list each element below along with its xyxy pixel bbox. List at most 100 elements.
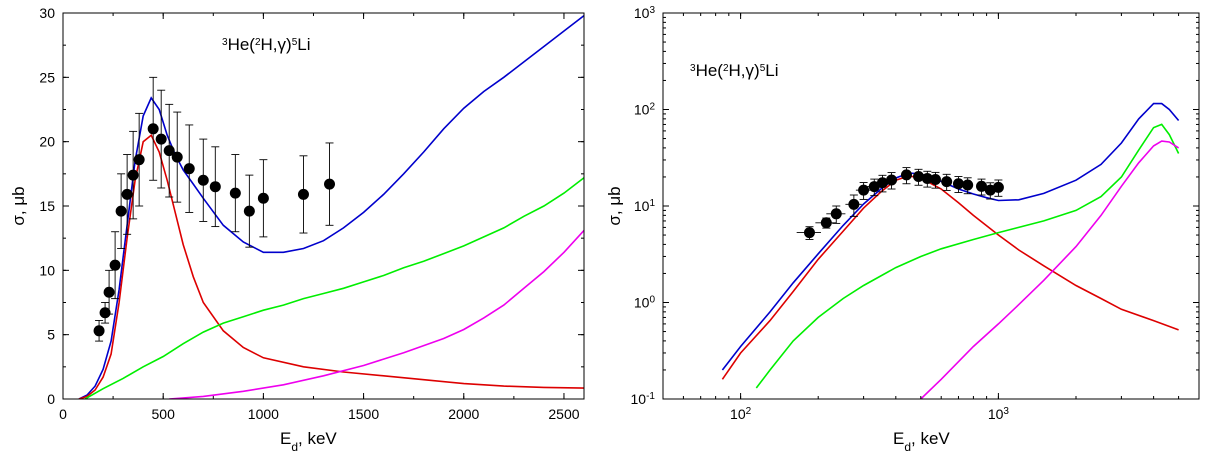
data-point <box>163 103 175 198</box>
log-scale-panel: 102 103 10-1 100 101 102 103 3He(2H,γ)5Li Ed, … <box>605 5 1200 454</box>
data-point <box>133 112 145 207</box>
data-marker <box>820 217 832 229</box>
series-line-1 <box>721 102 1180 371</box>
data-marker <box>229 187 241 199</box>
data-marker <box>197 174 209 186</box>
data-point <box>115 173 127 249</box>
title-mass-5: 5 <box>292 37 298 48</box>
data-point <box>796 226 821 240</box>
linear-panel-marks <box>78 14 584 399</box>
data-point <box>941 173 953 191</box>
data-point <box>183 124 195 213</box>
y-tick-label: 30 <box>39 5 55 21</box>
data-marker <box>868 181 880 193</box>
data-marker <box>848 198 860 210</box>
y-tick-label: 100 <box>634 294 656 311</box>
series-line-1 <box>78 14 584 399</box>
log-y-axis-label: σ, μb <box>605 186 624 225</box>
data-marker <box>163 145 175 157</box>
data-point <box>913 168 925 186</box>
x-tick-label: 500 <box>152 406 176 422</box>
data-point <box>147 76 159 181</box>
data-marker <box>109 259 121 271</box>
y-tick-label: 10-1 <box>631 391 656 408</box>
data-marker <box>830 208 842 220</box>
y-tick-label: 5 <box>47 327 55 343</box>
data-point <box>962 177 974 195</box>
x-tick-label: 103 <box>988 406 1010 423</box>
data-marker <box>297 188 309 200</box>
data-marker <box>876 177 888 189</box>
data-marker <box>324 178 336 190</box>
y-tick-label: 20 <box>39 134 55 150</box>
data-marker <box>803 227 815 239</box>
data-marker <box>133 154 145 166</box>
linear-x-axis-label: Ed, keV <box>280 429 337 454</box>
log-panel-marks <box>721 102 1180 399</box>
data-point <box>855 182 871 200</box>
log-x-axis-label: Ed, keV <box>893 429 950 454</box>
x-tick-label: 2500 <box>548 406 579 422</box>
log-chart-title: 3He(2H,γ)5Li <box>690 61 779 80</box>
data-point <box>976 178 988 196</box>
data-point <box>900 167 912 185</box>
data-marker <box>962 179 974 191</box>
data-marker <box>183 163 195 175</box>
data-marker <box>127 169 139 181</box>
series-line-2 <box>78 133 584 399</box>
series-line-4 <box>169 229 584 399</box>
y-tick-label: 103 <box>634 5 656 22</box>
data-point <box>121 154 133 235</box>
log-panel-ticks: 102 103 10-1 100 101 102 103 <box>631 5 1200 423</box>
y-tick-label: 101 <box>634 198 656 215</box>
y-tick-label: 10 <box>39 262 55 278</box>
data-point <box>127 130 139 220</box>
data-point <box>885 172 898 190</box>
data-point <box>815 217 837 229</box>
data-point <box>324 142 336 226</box>
title-mass-2: 2 <box>255 37 261 48</box>
title-mass-3: 3 <box>690 63 696 74</box>
data-point <box>171 111 183 203</box>
series-line-2 <box>721 175 1179 380</box>
data-point <box>243 174 255 248</box>
data-point <box>197 138 209 222</box>
data-point <box>921 170 933 188</box>
data-marker <box>121 188 133 200</box>
x-tick-label: 1500 <box>348 406 379 422</box>
data-marker <box>171 151 183 163</box>
x-tick-label: 1000 <box>248 406 279 422</box>
data-point <box>257 159 269 238</box>
data-marker <box>929 174 941 186</box>
data-marker <box>103 286 115 298</box>
data-point <box>229 154 241 233</box>
title-h-gamma: H,γ) <box>729 61 760 80</box>
data-marker <box>992 181 1004 193</box>
title-li: Li <box>297 35 310 54</box>
data-marker <box>147 123 159 135</box>
y-tick-label: 25 <box>39 69 55 85</box>
title-mass-3: 3 <box>222 37 228 48</box>
series-line-4 <box>920 140 1180 399</box>
series-line-3 <box>755 123 1180 389</box>
title-li: Li <box>765 61 778 80</box>
title-h-gamma: H,γ) <box>261 35 292 54</box>
data-point <box>93 320 105 342</box>
title-he: He( <box>228 35 256 54</box>
title-mass-2: 2 <box>723 63 729 74</box>
data-marker <box>941 176 953 188</box>
series-line-3 <box>84 177 584 399</box>
data-point <box>209 146 221 228</box>
data-marker <box>913 171 925 183</box>
data-point <box>929 171 941 189</box>
data-marker <box>900 169 912 181</box>
data-marker <box>921 172 933 184</box>
x-tick-label: 0 <box>59 406 67 422</box>
x-tick-label: 102 <box>730 406 752 423</box>
data-point <box>826 205 846 224</box>
data-point <box>103 269 115 315</box>
data-marker <box>243 205 255 217</box>
